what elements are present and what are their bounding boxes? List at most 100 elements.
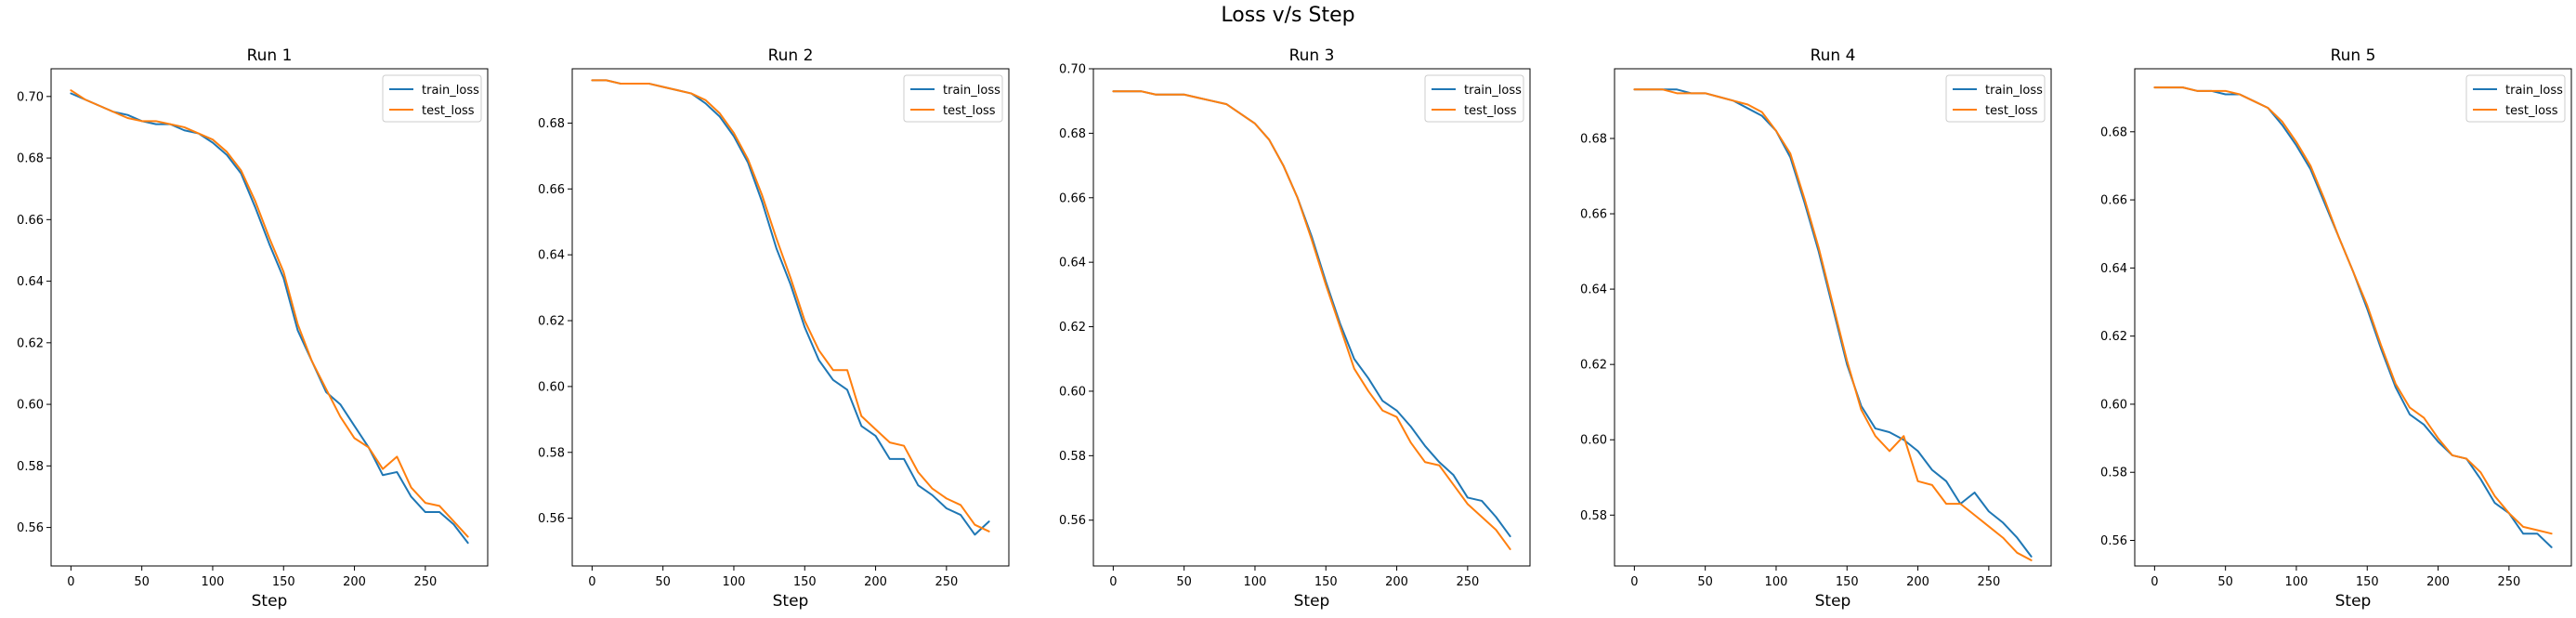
y-tick-label: 0.58: [17, 460, 44, 474]
y-tick-label: 0.60: [1059, 385, 1086, 399]
x-tick-label: 250: [1977, 575, 2000, 589]
series-line-test-loss: [1633, 88, 2033, 561]
x-tick-label: 50: [134, 575, 150, 589]
series-line-train-loss: [70, 92, 469, 545]
y-tick-label: 0.56: [2100, 534, 2127, 548]
x-tick-label: 0: [1109, 575, 1117, 589]
legend-label: test_loss: [2505, 104, 2558, 118]
y-tick-label: 0.68: [538, 117, 565, 131]
y-tick-label: 0.62: [1580, 359, 1607, 373]
x-axis-label: Step: [252, 592, 288, 611]
x-tick-label: 50: [2217, 575, 2233, 589]
x-tick-label: 0: [67, 575, 74, 589]
x-tick-label: 200: [2426, 575, 2450, 589]
y-tick-label: 0.66: [1059, 191, 1086, 205]
y-tick-label: 0.56: [17, 521, 44, 535]
legend: train_loss test_loss: [382, 74, 482, 123]
y-tick-label: 0.68: [1059, 127, 1086, 141]
legend-label: train_loss: [422, 84, 479, 98]
y-tick-label: 0.56: [538, 512, 565, 526]
legend-label: test_loss: [1985, 104, 2038, 118]
x-tick-label: 200: [343, 575, 366, 589]
legend: train_loss test_loss: [903, 74, 1003, 123]
x-axis-label: Step: [773, 592, 809, 611]
x-tick-label: 200: [1385, 575, 1408, 589]
x-axis-label: Step: [1294, 592, 1330, 611]
x-tick-label: 100: [1765, 575, 1788, 589]
series-line-test-loss: [70, 89, 469, 538]
series-line-train-loss: [591, 79, 990, 536]
y-tick-label: 0.60: [17, 399, 44, 413]
series-line-test-loss: [1112, 90, 1511, 550]
legend: train_loss test_loss: [2465, 74, 2566, 123]
y-tick-label: 0.64: [17, 275, 44, 289]
x-tick-label: 50: [1697, 575, 1713, 589]
x-tick-label: 250: [2497, 575, 2520, 589]
x-tick-label: 150: [272, 575, 295, 589]
x-tick-label: 250: [935, 575, 958, 589]
subplot-run-2: Run 2 0 50 100 150 200 250 0.56 0.58 0.60 0.62 0.64…: [538, 46, 1010, 611]
y-tick-label: 0.62: [1059, 321, 1086, 335]
subplot-title: Run 5: [2331, 46, 2376, 65]
y-tick-label: 0.62: [538, 315, 565, 329]
y-tick-label: 0.56: [1059, 514, 1086, 528]
x-tick-label: 150: [793, 575, 817, 589]
y-tick-label: 0.60: [2100, 398, 2127, 412]
x-tick-label: 100: [202, 575, 225, 589]
legend-label: test_loss: [1464, 104, 1517, 118]
y-tick-label: 0.60: [1580, 434, 1607, 448]
x-tick-label: 50: [655, 575, 671, 589]
legend: train_loss test_loss: [1424, 74, 1524, 123]
subplot-title: Run 2: [768, 46, 814, 65]
series-line-train-loss: [2153, 86, 2553, 548]
series-line-train-loss: [1112, 90, 1511, 538]
y-tick-label: 0.62: [2100, 330, 2127, 344]
x-tick-label: 0: [1630, 575, 1638, 589]
legend: train_loss test_loss: [1945, 74, 2046, 123]
axes-frame: [1614, 68, 2052, 567]
x-tick-label: 100: [723, 575, 746, 589]
y-tick-label: 0.66: [17, 214, 44, 228]
y-tick-label: 0.58: [1059, 450, 1086, 464]
subplot-run-5: Run 5 0 50 100 150 200 250 0.56 0.58 0.60 0.62 0.64…: [2100, 46, 2572, 611]
series-line-test-loss: [591, 79, 990, 533]
y-tick-label: 0.66: [1580, 208, 1607, 222]
x-tick-label: 250: [1456, 575, 1479, 589]
x-tick-label: 250: [413, 575, 437, 589]
x-tick-label: 150: [1836, 575, 1859, 589]
y-tick-label: 0.68: [2100, 125, 2127, 139]
legend-label: test_loss: [943, 104, 996, 118]
legend-label: train_loss: [2505, 84, 2563, 98]
axes-frame: [2134, 68, 2572, 567]
x-tick-label: 200: [864, 575, 887, 589]
y-tick-label: 0.58: [1580, 509, 1607, 523]
x-tick-label: 150: [1314, 575, 1338, 589]
y-tick-label: 0.58: [538, 446, 565, 460]
x-tick-label: 200: [1906, 575, 1929, 589]
series-line-test-loss: [2153, 86, 2553, 535]
y-tick-label: 0.64: [1059, 256, 1086, 270]
x-tick-label: 50: [1176, 575, 1192, 589]
axes-frame: [50, 68, 489, 567]
y-tick-label: 0.70: [1059, 63, 1086, 77]
axes-frame: [1092, 68, 1531, 567]
x-tick-label: 0: [588, 575, 595, 589]
y-tick-label: 0.62: [17, 336, 44, 350]
y-tick-label: 0.68: [17, 152, 44, 166]
y-tick-label: 0.66: [538, 183, 565, 197]
x-tick-label: 150: [2356, 575, 2379, 589]
x-tick-label: 0: [2151, 575, 2158, 589]
subplot-title: Run 4: [1811, 46, 1856, 65]
subplot-title: Run 3: [1289, 46, 1335, 65]
y-tick-label: 0.60: [538, 380, 565, 394]
subplot-run-4: Run 4 0 50 100 150 200 250 0.58 0.60 0.62 0.64 0.66…: [1580, 46, 2052, 611]
y-tick-label: 0.68: [1580, 132, 1607, 146]
x-axis-label: Step: [2335, 592, 2372, 611]
axes-frame: [571, 68, 1010, 567]
subplot-run-3: Run 3 0 50 100 150 200 250 0.56 0.58 0.60 0.62 0.64…: [1059, 46, 1531, 611]
x-tick-label: 100: [2285, 575, 2308, 589]
legend-label: train_loss: [1985, 84, 2043, 98]
y-tick-label: 0.64: [2100, 262, 2127, 276]
